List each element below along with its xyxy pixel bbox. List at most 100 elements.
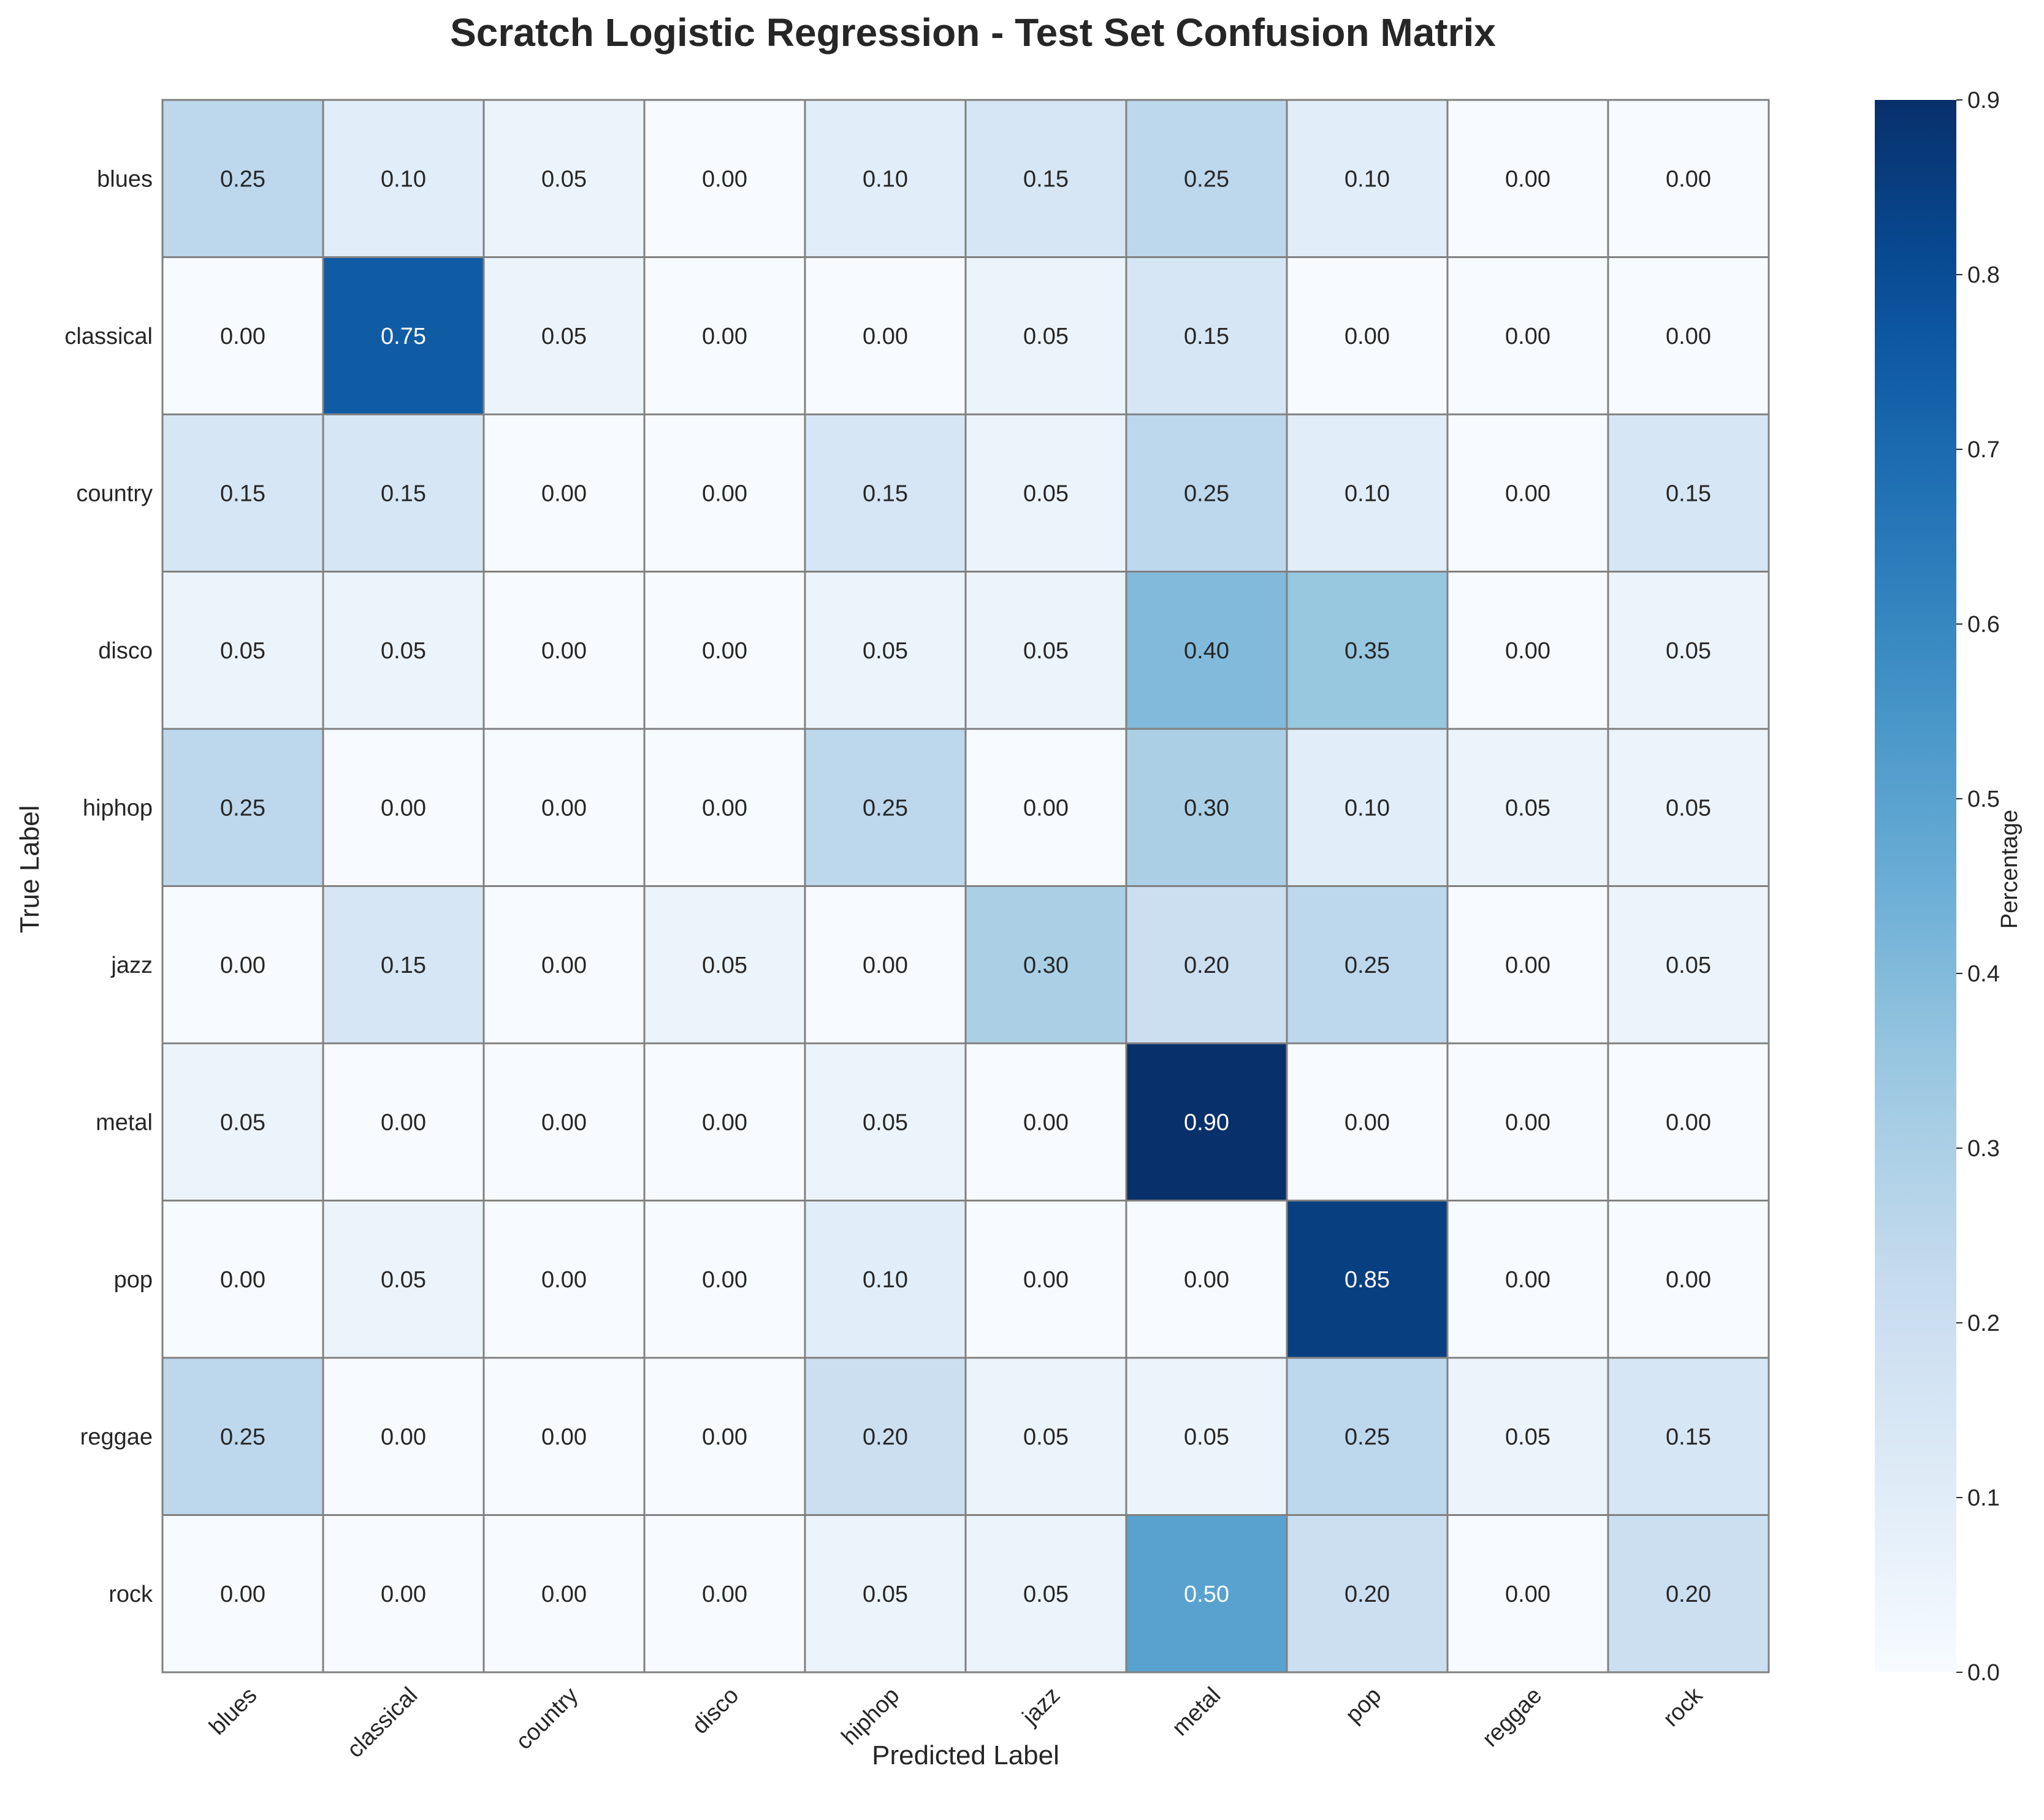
heatmap-cell: [643, 99, 806, 258]
heatmap-cell: [643, 885, 806, 1045]
heatmap-cell: [322, 99, 485, 258]
x-tick-label: metal: [1167, 1683, 1226, 1741]
cell-value-label: 0.00: [541, 481, 587, 506]
x-tick-label: country: [511, 1683, 584, 1755]
heatmap-cell: [1607, 99, 1770, 258]
colorbar-tick-label: 0.6: [1967, 612, 2000, 638]
cell-value-label: 0.00: [1344, 324, 1390, 349]
cell-value-label: 0.05: [381, 638, 426, 664]
cell-value-label: 0.15: [1184, 324, 1229, 349]
heatmap-cell: [1607, 571, 1770, 730]
cell-value-label: 0.20: [863, 1424, 908, 1450]
heatmap-cell: [322, 256, 485, 416]
heatmap-cell: [804, 1357, 967, 1516]
y-tick-label: disco: [98, 638, 153, 664]
heatmap-cell: [1607, 1042, 1770, 1201]
cell-value-label: 0.05: [1023, 324, 1069, 349]
heatmap-cell: [1446, 728, 1609, 887]
heatmap-cell: [1125, 1042, 1288, 1201]
cell-value-label: 0.00: [1023, 1267, 1069, 1293]
cell-value-label: 0.25: [220, 1424, 265, 1450]
y-tick-label: classical: [64, 324, 153, 349]
y-axis-label: True Label: [15, 805, 45, 934]
heatmap-cell: [322, 1514, 485, 1673]
heatmap-cell: [1607, 728, 1770, 887]
cell-value-label: 0.05: [863, 1110, 908, 1135]
cell-value-label: 0.00: [541, 795, 587, 821]
heatmap-cell: [482, 728, 646, 887]
cell-value-label: 0.05: [1023, 481, 1069, 506]
heatmap-cell: [1286, 1200, 1449, 1359]
colorbar-tick-label: 0.9: [1967, 88, 2000, 113]
cell-value-label: 0.05: [1023, 638, 1069, 664]
cell-value-label: 0.05: [1505, 1424, 1550, 1450]
cell-value-label: 0.00: [1505, 1582, 1550, 1607]
cell-value-label: 0.05: [863, 1582, 908, 1607]
cell-value-label: 0.15: [1023, 166, 1069, 192]
colorbar: 0.0 0.1 0.2 0.3 0.4 0.5 0.6 0.7 0.8 0.9: [1875, 88, 2000, 1686]
cell-value-label: 0.85: [1344, 1267, 1390, 1293]
heatmap-cell: [322, 1357, 485, 1516]
heatmap-cell: [161, 1514, 324, 1673]
heatmap-cell: [1286, 1042, 1449, 1201]
heatmap-cell: [964, 1357, 1127, 1516]
cell-value-label: 0.00: [702, 166, 747, 192]
heatmap-cell: [964, 885, 1127, 1045]
heatmap-cell: [1286, 571, 1449, 730]
y-tick-label: country: [76, 481, 153, 506]
heatmap-cell: [643, 256, 806, 416]
cell-value-label: 0.50: [1184, 1582, 1229, 1607]
heatmap-cell: [964, 99, 1127, 258]
x-tick-label: jazz: [1017, 1683, 1065, 1731]
cell-value-label: 0.00: [381, 1582, 426, 1607]
x-tick-label: rock: [1658, 1682, 1708, 1732]
heatmap-cell: [161, 413, 324, 573]
cell-value-label: 0.25: [220, 795, 265, 821]
cell-value-label: 0.25: [1344, 1424, 1390, 1450]
cell-value-label: 0.00: [1666, 166, 1711, 192]
cell-value-label: 0.00: [1023, 795, 1069, 821]
colorbar-tick-label: 0.2: [1967, 1311, 2000, 1336]
cell-value-label: 0.10: [863, 166, 908, 192]
heatmap-cell: [1607, 1200, 1770, 1359]
heatmap-cell: [1446, 885, 1609, 1045]
cell-value-label: 0.00: [381, 795, 426, 821]
cell-value-label: 0.10: [1344, 481, 1390, 506]
cell-value-label: 0.35: [1344, 638, 1390, 664]
cell-value-label: 0.00: [220, 1582, 265, 1607]
heatmap-cell: [1286, 1514, 1449, 1673]
heatmap-cell: [161, 1357, 324, 1516]
cell-value-label: 0.05: [1505, 795, 1550, 821]
cell-value-label: 0.15: [863, 481, 908, 506]
cell-value-label: 0.00: [1344, 1110, 1390, 1135]
colorbar-tick-label: 0.8: [1967, 262, 2000, 288]
heatmap-cell: [1446, 1514, 1609, 1673]
heatmap-cell: [964, 728, 1127, 887]
cell-value-label: 0.75: [381, 324, 426, 349]
heatmap-cell: [964, 571, 1127, 730]
heatmap-cell: [1607, 1357, 1770, 1516]
heatmap-cell: [643, 1357, 806, 1516]
colorbar-tick-label: 0.5: [1967, 786, 2000, 812]
cell-value-label: 0.05: [702, 953, 747, 978]
cell-value-label: 0.05: [1666, 795, 1711, 821]
cell-value-label: 0.15: [220, 481, 265, 506]
heatmap-cell: [1446, 1357, 1609, 1516]
chart-title: Scratch Logistic Regression - Test Set C…: [450, 10, 1496, 55]
cell-value-label: 0.00: [863, 953, 908, 978]
heatmap-cell: [964, 1514, 1127, 1673]
heatmap-cell: [1607, 256, 1770, 416]
x-tick-label: disco: [687, 1683, 744, 1739]
cell-value-label: 0.15: [1666, 1424, 1711, 1450]
heatmap-cell: [804, 1514, 967, 1673]
heatmap-cell: [964, 1200, 1127, 1359]
heatmap-cell: [804, 99, 967, 258]
cell-value-label: 0.00: [220, 953, 265, 978]
heatmap-cell: [804, 728, 967, 887]
heatmap-cell: [322, 413, 485, 573]
cell-value-label: 0.05: [541, 166, 587, 192]
heatmap-cell: [1286, 99, 1449, 258]
heatmap-cell: [482, 413, 646, 573]
cell-value-label: 0.05: [1666, 638, 1711, 664]
y-tick-label: metal: [96, 1110, 153, 1135]
